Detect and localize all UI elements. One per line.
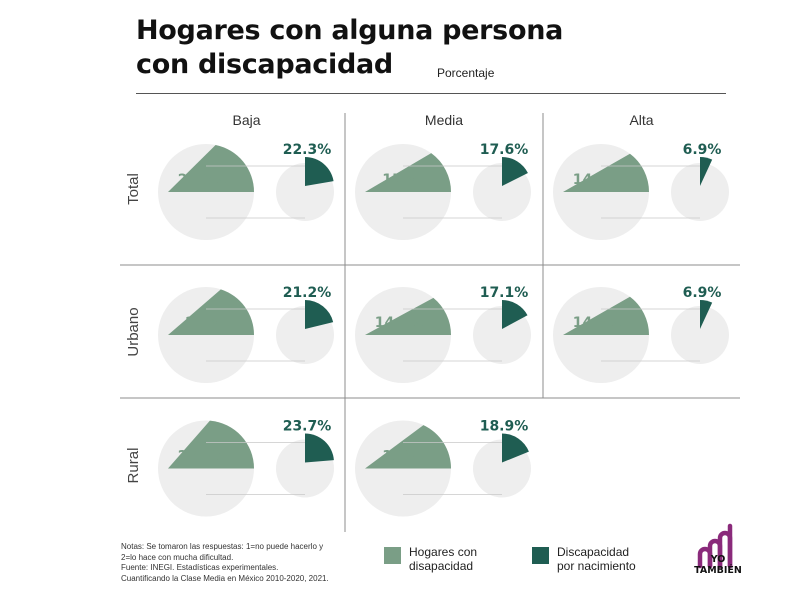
label-hogares-total-media: 15% bbox=[382, 172, 416, 188]
label-nacimiento-total-baja: 22.3% bbox=[283, 142, 332, 158]
label-nacimiento-rural-baja: 23.7% bbox=[283, 419, 332, 435]
chart-notes: Notas: Se tomaron las respuestas: 1=no p… bbox=[121, 542, 366, 584]
label-nacimiento-rural-media: 18.9% bbox=[480, 419, 529, 435]
label-nacimiento-urbano-media: 17.1% bbox=[480, 285, 529, 301]
pie-slice-hogares-total-baja bbox=[168, 144, 254, 192]
legend-label-hogares: Hogares con disapacidad bbox=[409, 545, 478, 573]
label-hogares-total-baja: 21.8% bbox=[178, 172, 227, 188]
column-header-media: Media bbox=[425, 112, 463, 128]
chart-subtitle: Porcentaje bbox=[437, 66, 495, 80]
title-line-2: con discapacidad bbox=[136, 49, 393, 80]
legend-swatch-nacimiento bbox=[532, 547, 549, 564]
logo-text-line-2: TAMBIÉN bbox=[694, 565, 742, 576]
logo-bars-icon bbox=[697, 523, 733, 569]
notes-line-4: Cuantificando la Clase Media en México 2… bbox=[121, 573, 329, 583]
pie-slice-hogares-urbano-alta bbox=[563, 296, 649, 335]
column-header-alta: Alta bbox=[629, 112, 653, 128]
label-hogares-total-alta: 14.7% bbox=[573, 172, 622, 188]
notes-line-2: 2=lo hace con mucha dificultad. bbox=[121, 552, 234, 562]
title-divider bbox=[136, 93, 726, 94]
column-header-baja: Baja bbox=[232, 112, 260, 128]
pie-slice-nacimiento-urbano-media bbox=[502, 300, 528, 329]
pie-slice-nacimiento-urbano-baja bbox=[305, 300, 334, 329]
pie-slice-nacimiento-total-baja bbox=[305, 157, 334, 186]
pie-grid-chart: Baja Media Alta Total Urbano Rural 21.8% 22.3% 1… bbox=[120, 112, 740, 532]
logo-text-line-1: YO bbox=[710, 554, 726, 565]
row-header-rural: Rural bbox=[125, 448, 142, 484]
label-nacimiento-total-alta: 6.9% bbox=[683, 142, 722, 158]
pie-slice-hogares-rural-baja bbox=[168, 420, 254, 469]
label-hogares-rural-media: 18% bbox=[382, 449, 416, 465]
label-nacimiento-urbano-alta: 6.9% bbox=[683, 285, 722, 301]
legend-item-hogares: Hogares con disapacidad bbox=[384, 545, 477, 573]
pie-slice-hogares-urbano-media bbox=[365, 297, 451, 335]
label-nacimiento-urbano-baja: 21.2% bbox=[283, 285, 332, 301]
pie-slice-nacimiento-total-media bbox=[502, 157, 528, 186]
pie-slice-hogares-rural-media bbox=[365, 425, 451, 469]
pie-bg-nacimiento-urbano-alta bbox=[671, 306, 729, 364]
pie-slice-nacimiento-rural-media bbox=[502, 433, 529, 463]
legend-label-nacimiento: Discapacidad por nacimiento bbox=[557, 545, 636, 573]
pie-slice-nacimiento-rural-baja bbox=[305, 433, 334, 463]
chart-title: Hogares con alguna persona con discapaci… bbox=[136, 14, 563, 82]
row-header-urbano: Urbano bbox=[125, 307, 142, 356]
label-hogares-urbano-alta: 14.7% bbox=[573, 315, 622, 331]
pie-slice-hogares-total-media bbox=[365, 153, 451, 192]
title-line-1: Hogares con alguna persona bbox=[136, 15, 564, 46]
label-nacimiento-total-media: 17.6% bbox=[480, 142, 529, 158]
pie-slice-hogares-urbano-baja bbox=[168, 289, 254, 335]
row-header-total: Total bbox=[125, 173, 142, 205]
pie-slice-nacimiento-urbano-alta bbox=[700, 300, 713, 329]
legend-item-nacimiento: Discapacidad por nacimiento bbox=[532, 545, 636, 573]
pie-bg-nacimiento-total-alta bbox=[671, 163, 729, 221]
pie-slice-hogares-total-alta bbox=[563, 153, 649, 192]
label-hogares-rural-baja: 23.7% bbox=[178, 449, 227, 465]
label-hogares-urbano-baja: 20% bbox=[185, 315, 219, 331]
pie-slice-nacimiento-total-alta bbox=[700, 157, 713, 186]
legend-swatch-hogares bbox=[384, 547, 401, 564]
notes-line-3: Fuente: INEGI. Estadísticas experimental… bbox=[121, 563, 279, 572]
notes-line-1: Notas: Se tomaron las respuestas: 1=no p… bbox=[121, 542, 324, 551]
yo-tambien-logo: YO TAMBIÉN bbox=[690, 520, 746, 588]
label-hogares-urbano-media: 14.1% bbox=[375, 315, 424, 331]
